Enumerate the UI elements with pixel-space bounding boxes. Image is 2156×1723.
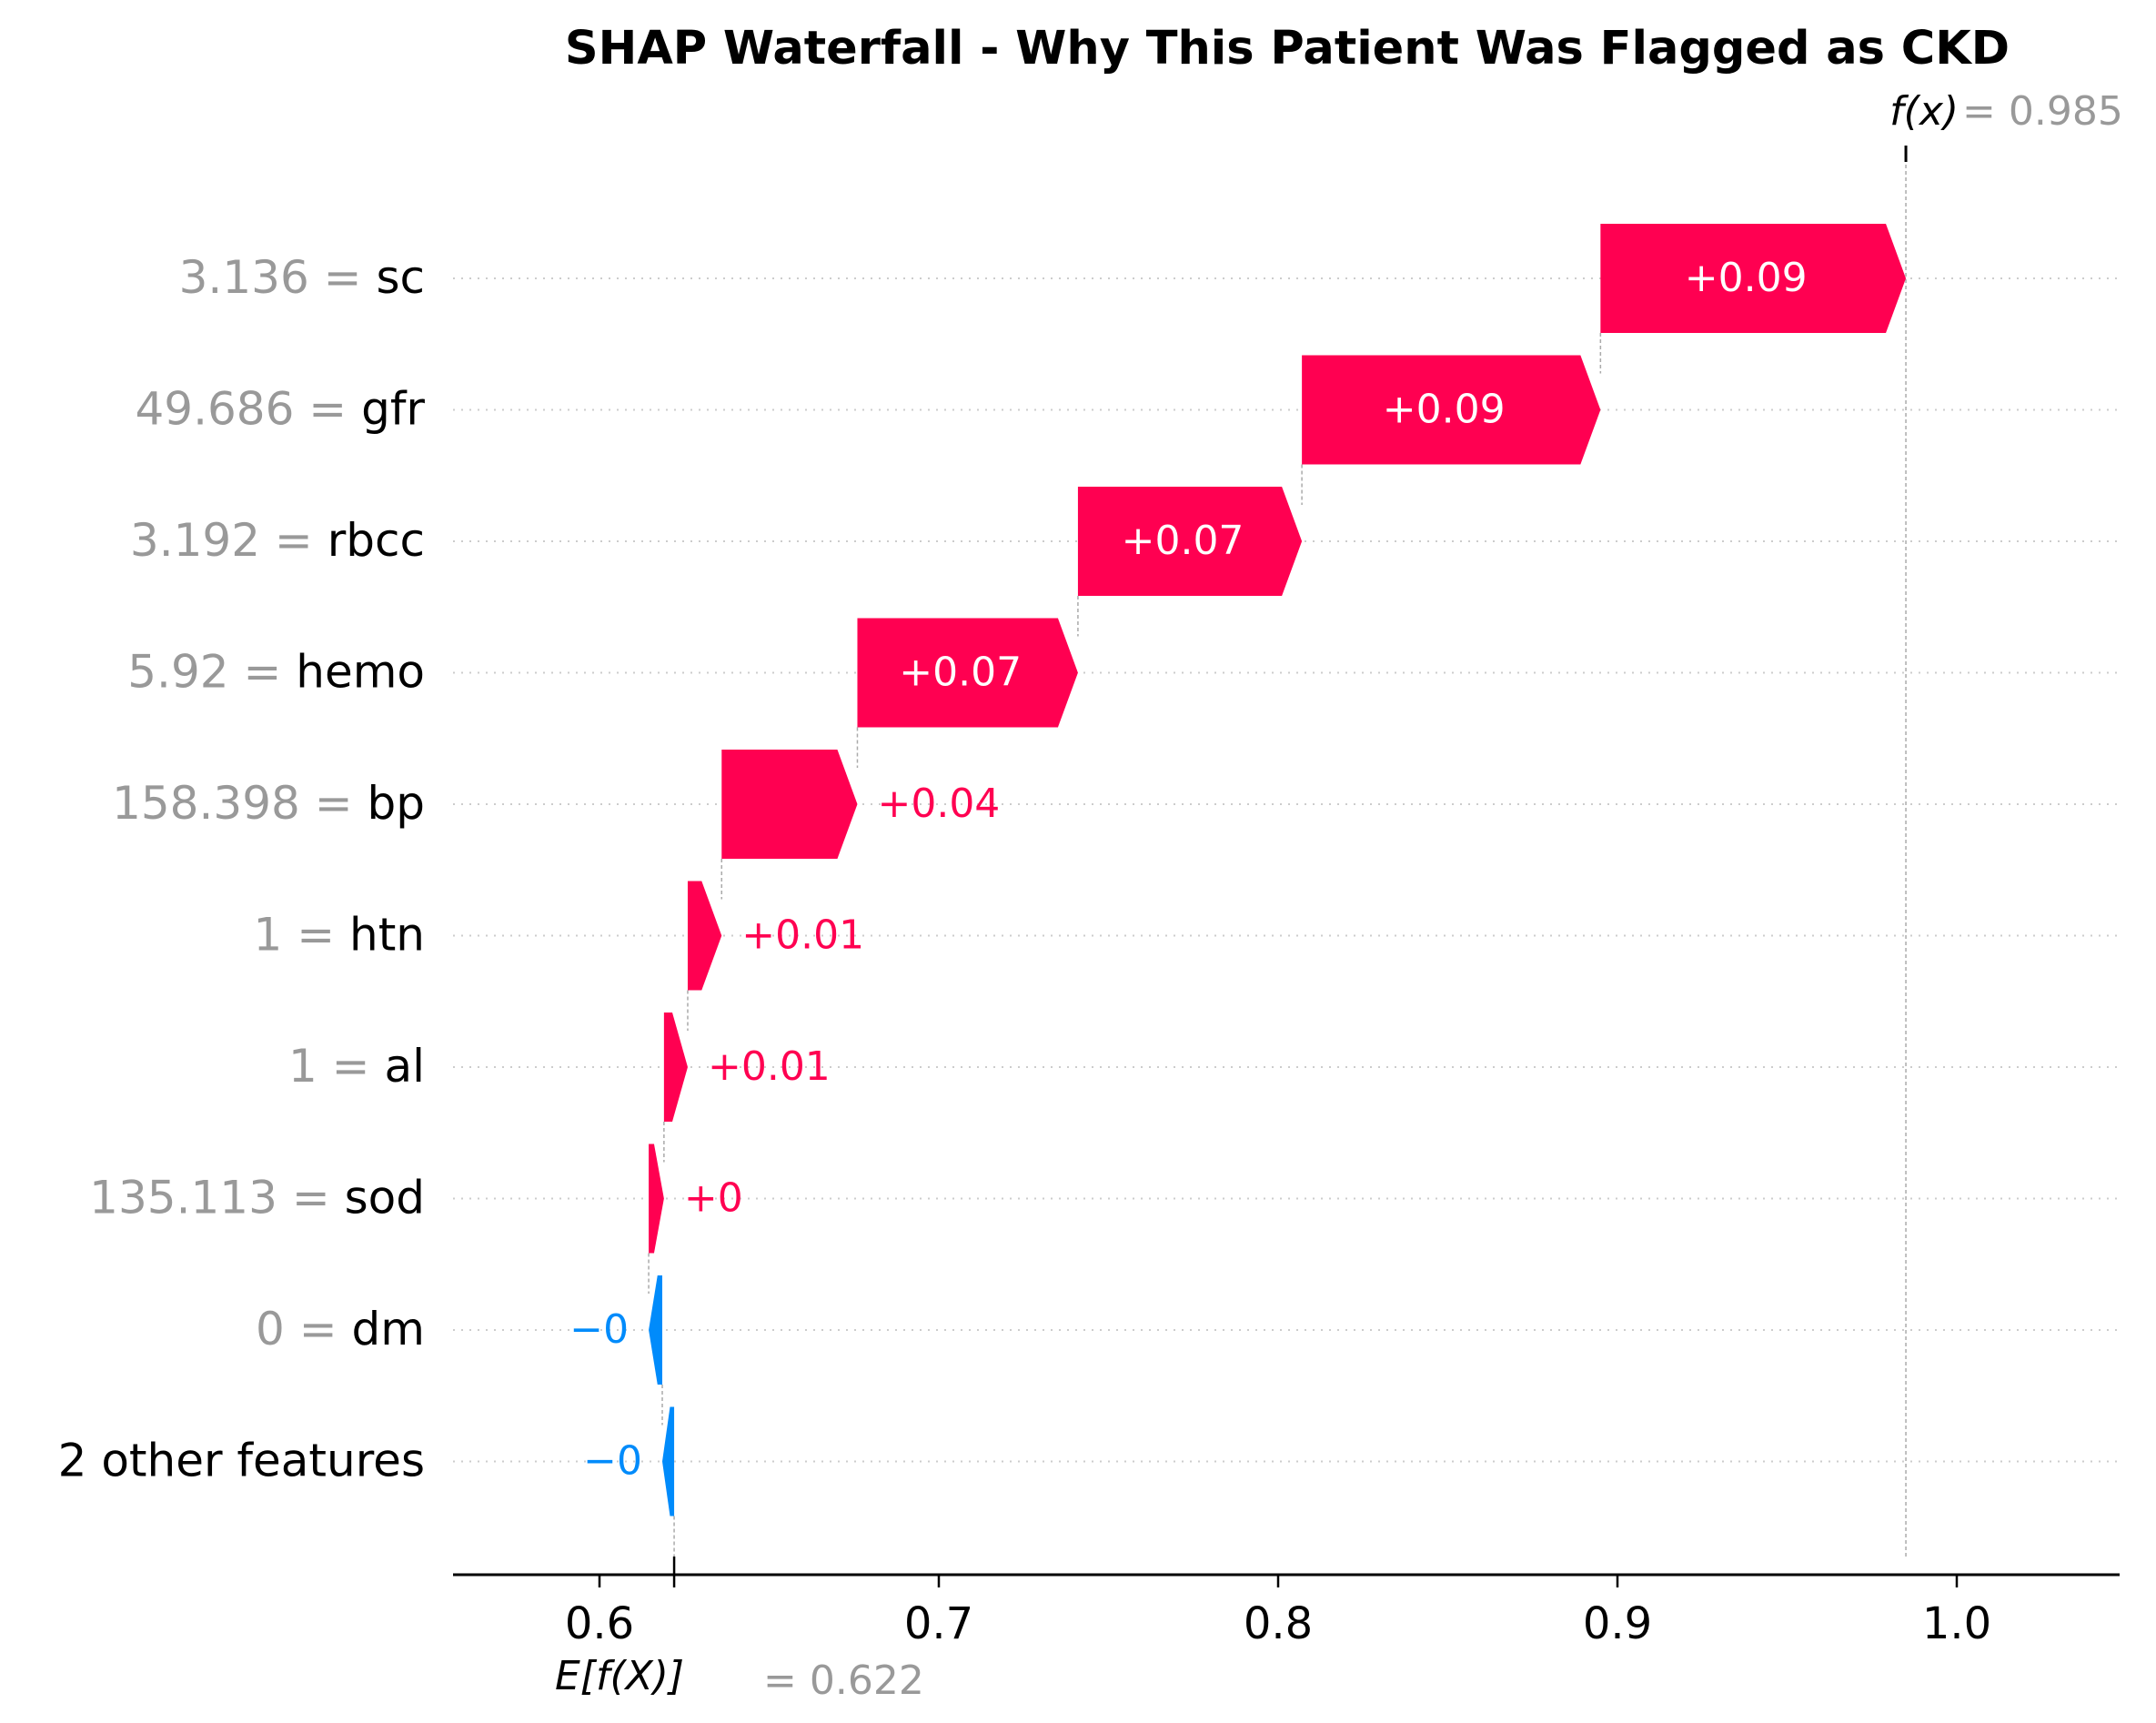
- x-tick-label: 0.6: [565, 1598, 634, 1649]
- output-label: f(x): [1889, 88, 1959, 135]
- shap-bar: [663, 1013, 688, 1122]
- shap-value-label: +0.01: [708, 1043, 831, 1090]
- feature-value: 3.136 =: [179, 251, 377, 304]
- feature-label: 135.113 = sod: [89, 1172, 425, 1224]
- feature-label: 3.192 = rbcc: [130, 514, 425, 567]
- feature-name: 2 other features: [58, 1435, 425, 1487]
- shap-value-label: +0.04: [877, 781, 1000, 827]
- base-value: = 0.622: [763, 1658, 924, 1704]
- shap-value-label: −0: [569, 1306, 629, 1353]
- feature-name: bp: [368, 777, 425, 830]
- x-tick-label: 0.8: [1244, 1598, 1313, 1649]
- shap-value-label: +0.09: [1383, 387, 1506, 433]
- feature-value: 49.686 =: [135, 383, 361, 436]
- feature-name: hemo: [296, 646, 425, 699]
- row-gridlines: [453, 277, 2120, 1463]
- feature-label: 5.92 = hemo: [127, 646, 425, 699]
- bars: [649, 224, 1907, 1516]
- shap-value-label: +0.07: [899, 650, 1022, 696]
- shap-value-label: +0.01: [741, 912, 864, 959]
- x-tick-label: 1.0: [1922, 1598, 1991, 1649]
- output-value: = 0.985: [1962, 88, 2123, 135]
- base-value-label: E[f(X)] = 0.622: [555, 1653, 924, 1704]
- feature-label: 1 = al: [288, 1040, 425, 1093]
- feature-label: 158.398 = bp: [112, 777, 425, 830]
- x-tick-label: 0.9: [1583, 1598, 1652, 1649]
- shap-value-label: −0: [583, 1438, 642, 1485]
- output-value-label: f(x) = 0.985: [1889, 88, 2123, 135]
- x-tick-label: 0.7: [904, 1598, 973, 1649]
- shap-value-label: +0.09: [1685, 255, 1808, 301]
- feature-label: 49.686 = gfr: [135, 383, 425, 436]
- feature-name: rbcc: [327, 514, 425, 567]
- feature-value: 1 =: [254, 909, 350, 962]
- feature-label: 1 = htn: [254, 909, 425, 962]
- shap-bar: [662, 1406, 675, 1516]
- chart-title: SHAP Waterfall - Why This Patient Was Fl…: [565, 22, 2010, 76]
- feature-name: dm: [352, 1303, 425, 1355]
- feature-name: gfr: [361, 383, 425, 436]
- feature-value: 5.92 =: [127, 646, 296, 699]
- connector-lines: [648, 146, 1908, 1557]
- feature-name: sod: [345, 1172, 425, 1224]
- feature-value: 3.192 =: [130, 514, 327, 567]
- x-axis: 0.6 0.7 0.8 0.9 1.0: [453, 1557, 2120, 1649]
- feature-name: sc: [376, 251, 425, 304]
- shap-bar: [649, 1144, 664, 1254]
- feature-value: 1 =: [288, 1040, 385, 1093]
- feature-value: 135.113 =: [89, 1172, 344, 1224]
- shap-bar: [857, 618, 1078, 728]
- feature-labels: 3.136 = sc +0.09 49.686 = gfr +0.09 3.192 = …: [58, 251, 1808, 1487]
- shap-value-label: +0.07: [1122, 518, 1244, 564]
- base-label: E[f(X)]: [555, 1653, 684, 1699]
- shap-bar: [1302, 355, 1601, 465]
- feature-label: 2 other features: [58, 1435, 425, 1487]
- feature-name: htn: [349, 909, 425, 962]
- shap-bar: [1600, 224, 1907, 333]
- feature-value: 0 =: [256, 1303, 352, 1355]
- feature-value: 158.398 =: [112, 777, 367, 830]
- feature-label: 0 = dm: [256, 1303, 425, 1355]
- feature-label: 3.136 = sc: [179, 251, 425, 304]
- shap-value-label: +0: [684, 1175, 743, 1222]
- shap-bar: [687, 881, 722, 991]
- shap-bar: [649, 1275, 663, 1385]
- shap-bar: [721, 750, 858, 859]
- shap-bar: [1077, 487, 1303, 596]
- feature-name: al: [384, 1040, 425, 1093]
